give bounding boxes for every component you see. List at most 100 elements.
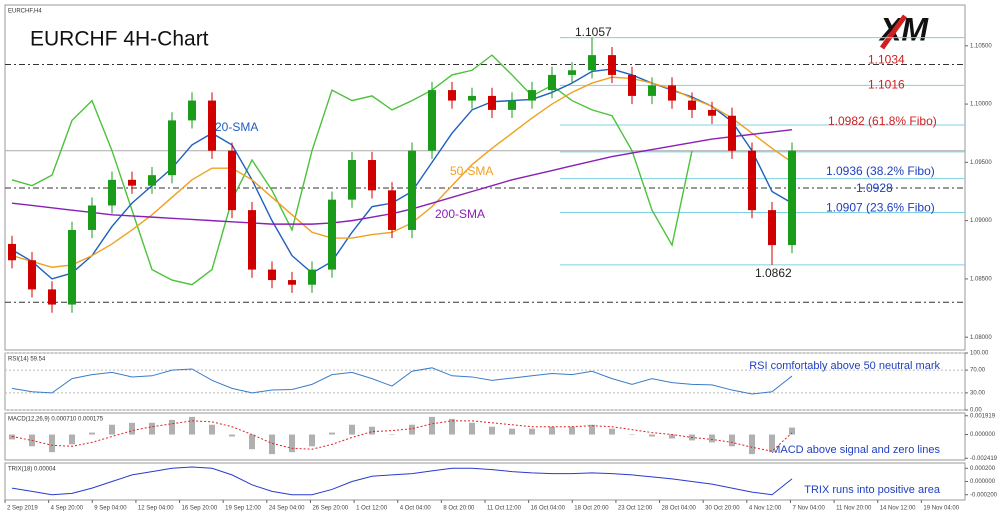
histogram-bar xyxy=(249,434,255,450)
candle-body xyxy=(48,289,56,305)
histogram-bar xyxy=(209,424,215,435)
candle-body xyxy=(68,229,76,305)
histogram-bar xyxy=(569,426,575,435)
x-tick-label: 4 Nov 12:00 xyxy=(749,506,782,512)
series-line xyxy=(11,76,793,268)
x-tick-label: 26 Sep 20:00 xyxy=(312,506,348,512)
histogram-bar xyxy=(229,434,235,437)
candle-body xyxy=(228,150,236,211)
candle-body xyxy=(248,210,256,270)
x-tick-label: 7 Nov 04:00 xyxy=(792,506,825,512)
histogram-bar xyxy=(389,434,395,436)
level-label: 1.0907 (23.6% Fibo) xyxy=(826,201,935,215)
y-tick-label: 1.10000 xyxy=(970,102,992,108)
x-tick-label: 11 Nov 20:00 xyxy=(836,506,872,512)
candle-body xyxy=(548,74,556,91)
candle-body xyxy=(408,150,416,230)
x-tick-label: 4 Oct 04:00 xyxy=(400,506,432,512)
candle-body xyxy=(388,190,396,230)
histogram-bar xyxy=(409,424,415,435)
candle-body xyxy=(528,90,536,101)
y-tick-label: 0.000200 xyxy=(970,466,996,472)
candle-body xyxy=(468,95,476,101)
series-label: 50-SMA xyxy=(450,164,493,178)
x-tick-label: 1 Oct 12:00 xyxy=(356,506,388,512)
y-tick-label: 70.00 xyxy=(970,368,986,374)
histogram-bar xyxy=(329,432,335,435)
histogram-bar xyxy=(129,422,135,435)
x-tick-label: 4 Sep 20:00 xyxy=(51,506,84,512)
x-tick-label: 23 Oct 12:00 xyxy=(618,506,653,512)
x-tick-label: 30 Oct 20:00 xyxy=(705,506,740,512)
histogram-bar xyxy=(469,422,475,435)
histogram-bar xyxy=(109,424,115,435)
level-label: 1.1034 xyxy=(868,53,905,67)
candle-body xyxy=(588,55,596,71)
histogram-bar xyxy=(269,434,275,455)
panel-title: RSI(14) 59.54 xyxy=(8,357,46,363)
histogram-bar xyxy=(489,426,495,435)
histogram-bar xyxy=(149,422,155,435)
panel-title: TRIX(18) 0.00004 xyxy=(8,467,56,473)
candle-body xyxy=(428,90,436,151)
candle-body xyxy=(488,95,496,110)
candle-body xyxy=(148,175,156,186)
candle-body xyxy=(188,100,196,121)
y-tick-label: 0.000000 xyxy=(970,432,996,438)
histogram-bar xyxy=(349,424,355,435)
candle-body xyxy=(448,90,456,101)
histogram-bar xyxy=(669,434,675,439)
y-tick-label: 1.10500 xyxy=(970,43,992,49)
panel-annotation: RSI comfortably above 50 neutral mark xyxy=(749,360,940,372)
level-label: 1.0928 xyxy=(856,181,893,195)
candle-body xyxy=(348,160,356,200)
candle-body xyxy=(628,74,636,96)
histogram-bar xyxy=(289,434,295,453)
histogram-bar xyxy=(529,428,535,435)
candle-body xyxy=(688,100,696,110)
y-tick-label: -0.000200 xyxy=(970,492,998,498)
x-tick-label: 8 Oct 20:00 xyxy=(443,506,475,512)
candle-body xyxy=(208,100,216,151)
candle-body xyxy=(268,269,276,281)
logo-slash xyxy=(879,14,908,50)
level-label: 1.0936 (38.2% Fibo) xyxy=(826,164,935,178)
candle-body xyxy=(8,243,16,261)
histogram-bar xyxy=(549,426,555,435)
candle-body xyxy=(288,280,296,285)
x-tick-label: 24 Sep 04:00 xyxy=(269,506,305,512)
histogram-bar xyxy=(589,424,595,435)
y-tick-label: 100.00 xyxy=(970,351,989,357)
panel-annotation: TRIX runs into positive area xyxy=(804,484,941,496)
histogram-bar xyxy=(629,434,635,436)
candle-body xyxy=(128,179,136,186)
histogram-bar xyxy=(749,434,755,455)
panel-annotation: MACD above signal and zero lines xyxy=(771,444,940,456)
macd-panel xyxy=(4,412,966,461)
x-tick-label: 19 Nov 04:00 xyxy=(923,506,959,512)
series-label: 20-SMA xyxy=(215,120,258,134)
candle-body xyxy=(768,210,776,246)
histogram-bar xyxy=(169,419,175,435)
candle-body xyxy=(328,199,336,270)
candle-body xyxy=(88,205,96,230)
series-label: 200-SMA xyxy=(435,207,485,221)
y-tick-label: 1.08500 xyxy=(970,276,992,282)
histogram-bar xyxy=(309,434,315,447)
candle-body xyxy=(708,109,716,116)
level-label: 1.1016 xyxy=(868,78,905,92)
candle-body xyxy=(568,70,576,75)
candle-body xyxy=(788,150,796,246)
histogram-bar xyxy=(429,416,435,435)
candle-body xyxy=(668,85,676,101)
level-label: 1.0982 (61.8% Fibo) xyxy=(828,114,937,128)
histogram-bar xyxy=(369,426,375,435)
x-tick-label: 19 Sep 12:00 xyxy=(225,506,261,512)
histogram-bar xyxy=(649,434,655,437)
y-tick-label: -0.002419 xyxy=(970,456,998,462)
candle-body xyxy=(308,269,316,285)
y-tick-label: 1.08000 xyxy=(970,335,992,341)
